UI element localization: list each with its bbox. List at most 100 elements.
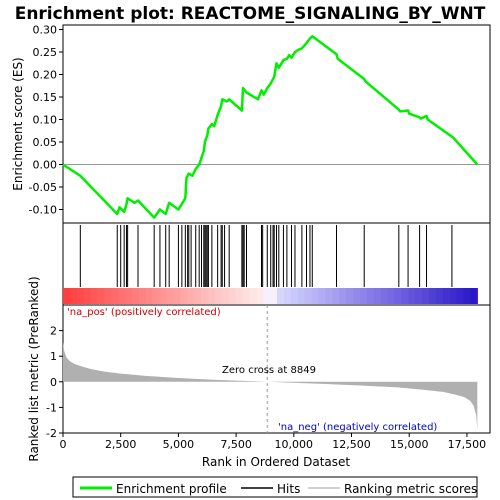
x-tick-label: 7,500	[220, 438, 252, 451]
chart-title: Enrichment plot: REACTOME_SIGNALING_BY_W…	[15, 4, 486, 24]
hit-marks	[79, 225, 453, 287]
es-y-tick-label: 0.20	[33, 69, 58, 82]
rank-y-axis: -2 -1 0 1 2	[46, 325, 63, 440]
x-tick-label: 0	[60, 438, 67, 451]
legend-hits-label: Hits	[277, 482, 300, 496]
x-tick-label: 17,500	[448, 438, 487, 451]
rank-color-segment	[83, 288, 92, 304]
rank-color-segment	[325, 288, 333, 304]
rank-color-segment	[118, 288, 126, 304]
rank-y-tick-label: 2	[50, 325, 57, 338]
es-y-tick-label: 0.30	[33, 24, 58, 37]
rank-color-segment	[69, 288, 78, 304]
es-y-axis: -0.10 -0.05 0.00 0.05 0.10 0.15 0.20 0.25 0.30	[29, 24, 63, 217]
es-y-tick-label: 0.25	[33, 46, 58, 59]
rank-color-segment	[270, 288, 278, 304]
rank-color-segment	[456, 288, 465, 304]
rank-color-segment	[435, 288, 444, 304]
rank-color-segment	[394, 288, 402, 304]
rank-color-segment	[373, 288, 382, 304]
rank-color-segment	[359, 288, 368, 304]
rank-color-segment	[297, 288, 306, 304]
rank-color-segment	[428, 288, 437, 304]
rank-color-segment	[214, 288, 223, 304]
rank-panel-frame	[62, 304, 491, 434]
rank-color-segment	[415, 288, 423, 304]
neg-correlated-label: 'na_neg' (negatively correlated)	[278, 422, 437, 433]
rank-color-segment	[208, 288, 216, 304]
rank-color-segment	[187, 288, 195, 304]
rank-color-segment	[318, 288, 326, 304]
rank-color-segment	[442, 288, 451, 304]
ranking-metric-fill	[63, 342, 478, 431]
es-y-axis-label: Enrichment score (ES)	[11, 57, 25, 190]
es-profile	[62, 35, 479, 219]
rank-color-segment	[311, 288, 320, 304]
rank-color-segment	[463, 288, 472, 304]
rank-color-segment	[166, 288, 175, 304]
rank-color-segment	[194, 288, 202, 304]
rank-color-segment	[242, 288, 251, 304]
rank-color-segment	[304, 288, 313, 304]
x-tick-label: 12,500	[332, 438, 371, 451]
rank-y-axis-label: Ranked list metric (PreRanked)	[27, 276, 41, 461]
rank-color-segment	[159, 288, 168, 304]
legend: Enrichment profile Hits Ranking metric s…	[72, 476, 478, 498]
rank-color-segment	[221, 288, 230, 304]
rank-color-segment	[449, 288, 458, 304]
legend-enrichment-label: Enrichment profile	[116, 482, 227, 496]
rank-color-segment	[408, 288, 416, 304]
rank-color-segment	[90, 288, 99, 304]
rank-color-segment	[256, 288, 264, 304]
rank-y-tick-label: 1	[50, 350, 57, 363]
rank-color-segment	[401, 288, 409, 304]
es-y-tick-label: 0.10	[33, 114, 58, 127]
rank-color-segment	[145, 288, 154, 304]
rank-color-segment	[63, 288, 71, 304]
rank-color-segment	[332, 288, 340, 304]
x-tick-label: 2,500	[105, 438, 137, 451]
rank-color-segment	[104, 288, 112, 304]
ranking-metric-area	[63, 305, 478, 433]
rank-color-segment	[201, 288, 209, 304]
ranked-metric-panel: -2 -1 0 1 2 0 2,500 5,000 7,500 10,000 12,500 15,0…	[27, 276, 491, 469]
rank-color-segment	[173, 288, 181, 304]
rank-color-segment	[132, 288, 140, 304]
rank-color-segment	[76, 288, 85, 304]
legend-metric-label: Ranking metric scores	[344, 482, 477, 496]
es-y-tick-label: 0.05	[33, 136, 58, 149]
x-tick-label: 5,000	[163, 438, 195, 451]
zero-cross-label: Zero cross at 8849	[222, 365, 316, 376]
rank-color-bar	[63, 288, 478, 304]
rank-color-segment	[366, 288, 375, 304]
rank-color-segment	[97, 288, 106, 304]
rank-y-tick-label: -1	[46, 401, 57, 414]
rank-color-segment	[290, 288, 299, 304]
es-y-tick-label: -0.05	[29, 181, 57, 194]
enrichment-profile-line	[62, 35, 479, 219]
rank-color-segment	[180, 288, 188, 304]
rank-color-segment	[277, 288, 285, 304]
es-panel-frame	[62, 24, 491, 224]
rank-y-tick-label: 0	[50, 376, 57, 389]
x-axis-label: Rank in Ordered Dataset	[202, 455, 350, 469]
es-panel: -0.10 -0.05 0.00 0.05 0.10 0.15 0.20 0.25 0.30 E…	[11, 24, 491, 224]
rank-color-segment	[380, 288, 389, 304]
rank-color-segment	[387, 288, 396, 304]
x-tick-label: 10,000	[275, 438, 314, 451]
rank-color-segment	[235, 288, 244, 304]
pos-correlated-label: 'na_pos' (positively correlated)	[67, 307, 221, 318]
es-y-tick-label: 0.15	[33, 91, 58, 104]
rank-color-segment	[125, 288, 133, 304]
rank-y-tick-label: -2	[46, 427, 57, 440]
legend-frame	[72, 476, 478, 498]
x-tick-label: 15,000	[390, 438, 429, 451]
rank-color-segment	[346, 288, 354, 304]
x-axis: 0 2,500 5,000 7,500 10,000 12,500 15,000 17,500	[60, 433, 487, 451]
rank-color-segment	[249, 288, 257, 304]
rank-color-segment	[422, 288, 430, 304]
rank-color-segment	[470, 288, 478, 304]
rank-color-segment	[263, 288, 271, 304]
rank-color-segment	[138, 288, 147, 304]
